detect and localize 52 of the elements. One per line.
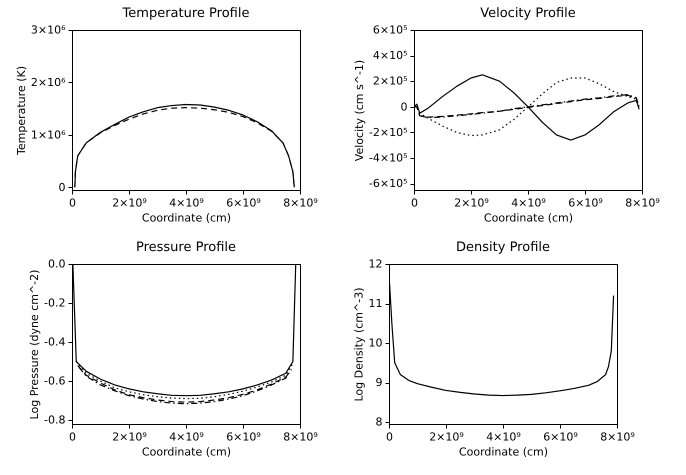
x-tick-label: 0 (69, 196, 76, 210)
y-tick-label: -4×10⁵ (368, 152, 408, 164)
y-tick-label: 11 (368, 297, 382, 310)
x-tick-label: 6×10⁹ (568, 196, 603, 210)
y-axis-title: Log Pressure (dyne cm^-2) (28, 270, 42, 420)
y-tick-label: 3×10⁶ (30, 24, 66, 36)
y-tick-label: 0 (58, 180, 66, 194)
x-tick-label: 8×10⁹ (283, 196, 318, 210)
y-tick-label: 4×10⁵ (372, 49, 408, 62)
x-tick-label: 2×10⁹ (454, 196, 489, 210)
chart-title: Temperature Profile (122, 6, 250, 21)
x-tick-label: 2×10⁹ (429, 430, 464, 444)
y-tick-label: 0 (400, 100, 408, 114)
y-tick-label: 6×10⁵ (372, 24, 408, 36)
y-axis-title: Log Density (cm^-3) (352, 288, 366, 402)
y-tick-label: 12 (368, 258, 382, 270)
x-tick-label: 8×10⁹ (600, 430, 635, 444)
y-tick-label: 0.0 (48, 258, 66, 270)
x-tick-label: 0 (69, 430, 76, 444)
y-axis-title: Temperature (K) (14, 66, 28, 156)
x-tick-label: 2×10⁹ (112, 196, 147, 210)
x-tick-label: 4×10⁹ (511, 196, 546, 210)
y-tick-label: 10 (368, 336, 382, 350)
x-tick-label: 4×10⁹ (169, 196, 204, 210)
x-axis-title: Coordinate (cm) (484, 212, 574, 224)
y-tick-label: -2×10⁵ (368, 126, 408, 139)
x-axis-title: Coordinate (cm) (142, 446, 232, 458)
x-tick-label: 4×10⁹ (486, 430, 521, 444)
y-tick-label: 2×10⁶ (30, 76, 66, 89)
x-tick-label: 8×10⁹ (283, 430, 318, 444)
x-axis-title: Coordinate (cm) (142, 212, 232, 224)
x-tick-label: 4×10⁹ (169, 430, 204, 444)
x-tick-label: 8×10⁹ (625, 196, 660, 210)
y-tick-label: -0.2 (44, 296, 66, 310)
y-tick-label: -0.4 (44, 336, 66, 349)
x-axis-title: Coordinate (cm) (458, 446, 548, 458)
x-tick-label: 0 (411, 196, 418, 210)
y-tick-label: 2×10⁵ (372, 74, 408, 88)
chart-title: Pressure Profile (136, 240, 236, 255)
y-tick-label: -0.8 (44, 414, 66, 427)
y-tick-label: -0.6 (44, 374, 66, 388)
y-tick-label: -6×10⁵ (368, 177, 408, 190)
y-tick-label: 8 (376, 416, 382, 429)
chart-title: Density Profile (456, 240, 550, 255)
x-tick-label: 6×10⁹ (226, 196, 261, 210)
y-tick-label: 1×10⁶ (30, 128, 66, 142)
x-tick-label: 6×10⁹ (226, 430, 261, 444)
x-tick-label: 6×10⁹ (543, 430, 578, 444)
x-tick-label: 2×10⁹ (112, 430, 147, 444)
y-tick-label: 9 (376, 376, 382, 390)
chart-title: Velocity Profile (480, 6, 576, 21)
y-axis-title: Velocity (cm s^-1) (352, 60, 366, 162)
